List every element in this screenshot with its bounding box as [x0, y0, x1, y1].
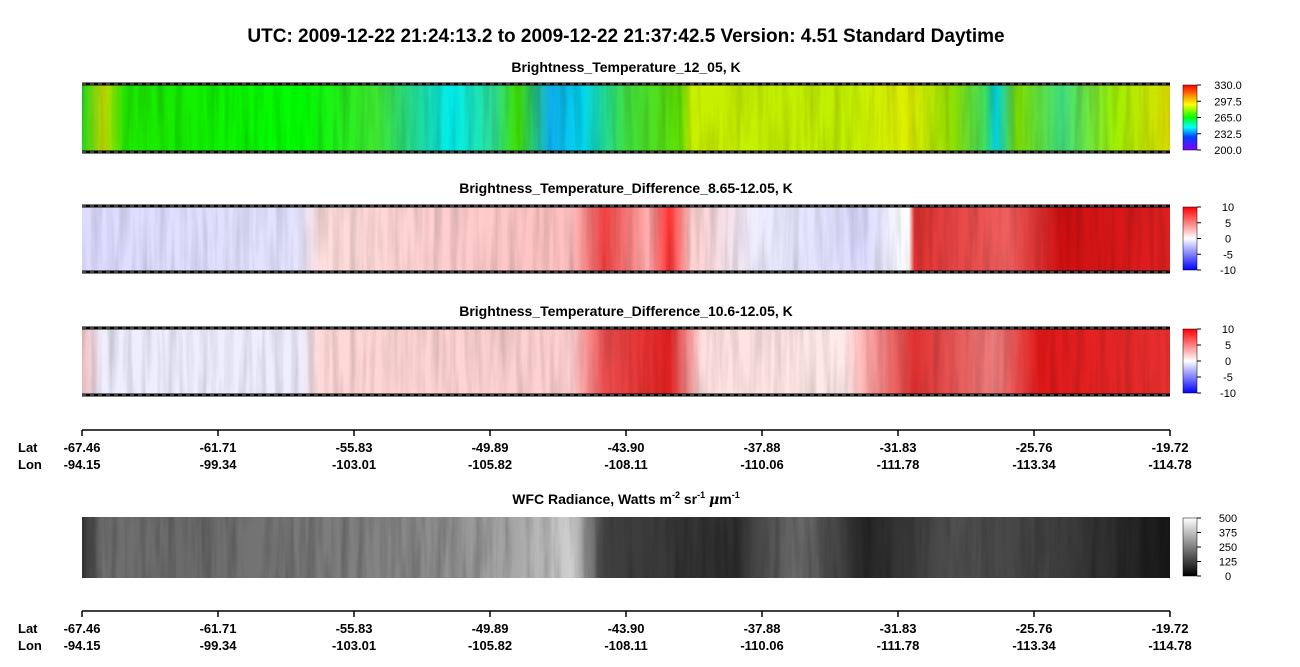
title-part: WFC Radiance, Watts m [512, 491, 672, 507]
lon-tick-label: -110.06 [740, 638, 783, 653]
colorbar-label: 265.0 [1214, 113, 1242, 125]
image-texture [82, 206, 1170, 272]
lon-tick-label: -99.34 [200, 457, 238, 472]
colorbar-label: -5 [1223, 249, 1233, 261]
lon-tick-label: -99.34 [200, 638, 238, 653]
lon-tick-label: -110.06 [740, 457, 783, 472]
lon-label: Lon [18, 638, 42, 653]
lat-tick-label: -25.76 [1016, 440, 1053, 455]
lat-tick-label: -31.83 [880, 621, 917, 636]
colorbar [1182, 206, 1198, 271]
colorbar-label: 125 [1219, 557, 1237, 569]
lat-tick-label: -43.90 [608, 440, 645, 455]
title-part: sr [680, 491, 698, 507]
lat-label: Lat [18, 621, 38, 636]
lat-tick-label: -67.46 [64, 440, 101, 455]
image-texture [82, 517, 1170, 578]
colorbar-label: 5 [1225, 218, 1231, 230]
lon-label: Lon [18, 457, 42, 472]
lon-tick-label: -105.82 [468, 457, 512, 472]
colorbar-label: 0 [1225, 356, 1231, 368]
colorbar-label: 5 [1225, 340, 1231, 352]
panel-title: Brightness_Temperature_Difference_10.6-1… [459, 303, 793, 319]
title-part: -1 [697, 490, 705, 500]
title-part: μ [709, 492, 719, 508]
panel-title: WFC Radiance, Watts m-2 sr-1 μm-1 [512, 490, 740, 508]
lat-tick-label: -43.90 [608, 621, 645, 636]
colorbar-label: 330.0 [1214, 80, 1242, 92]
lat-tick-label: -31.83 [880, 440, 917, 455]
lon-tick-label: -94.15 [64, 457, 101, 472]
lat-tick-label: -25.76 [1016, 621, 1053, 636]
lon-tick-label: -113.34 [1012, 457, 1056, 472]
lat-label: Lat [18, 440, 38, 455]
lat-tick-label: -19.72 [1152, 621, 1189, 636]
lon-tick-label: -113.34 [1012, 638, 1056, 653]
lat-tick-label: -49.89 [472, 440, 509, 455]
lat-tick-label: -37.88 [744, 621, 781, 636]
lon-tick-label: -103.01 [332, 457, 376, 472]
lon-tick-label: -108.11 [604, 638, 647, 653]
lon-tick-label: -108.11 [604, 457, 647, 472]
colorbar-label: 10 [1222, 324, 1234, 336]
lon-tick-label: -114.78 [1148, 457, 1191, 472]
panel-title: Brightness_Temperature_12_05, K [511, 59, 740, 75]
colorbar-label: 232.5 [1214, 129, 1242, 141]
lat-tick-label: -61.71 [200, 621, 237, 636]
colorbar-label: -5 [1223, 372, 1233, 384]
title-part: -2 [672, 490, 680, 500]
colorbar [1182, 517, 1198, 577]
colorbar-label: 297.5 [1214, 96, 1242, 108]
lon-tick-label: -114.78 [1148, 638, 1191, 653]
colorbar-label: 10 [1222, 202, 1234, 214]
colorbar [1182, 84, 1198, 151]
lon-tick-label: -103.01 [332, 638, 376, 653]
image-texture [82, 84, 1170, 152]
lat-tick-label: -19.72 [1152, 440, 1189, 455]
colorbar-label: 0 [1225, 234, 1231, 246]
lat-tick-label: -67.46 [64, 621, 101, 636]
lon-tick-label: -111.78 [877, 638, 920, 653]
colorbar-label: 250 [1219, 542, 1237, 554]
colorbar-label: 200.0 [1214, 145, 1242, 157]
lon-tick-label: -94.15 [64, 638, 101, 653]
colorbar-label: 0 [1225, 571, 1231, 583]
colorbar-label: 375 [1219, 528, 1237, 540]
lat-tick-label: -61.71 [200, 440, 237, 455]
title-part: -1 [732, 490, 740, 500]
title-part: m [719, 491, 731, 507]
colorbar-label: -10 [1220, 388, 1236, 400]
colorbar-label: 500 [1219, 513, 1237, 525]
lat-tick-label: -55.83 [336, 440, 373, 455]
image-texture [82, 328, 1170, 395]
lon-tick-label: -111.78 [877, 457, 920, 472]
lat-tick-label: -37.88 [744, 440, 781, 455]
lat-tick-label: -49.89 [472, 621, 509, 636]
lat-tick-label: -55.83 [336, 621, 373, 636]
colorbar [1182, 328, 1198, 394]
panel-title: Brightness_Temperature_Difference_8.65-1… [459, 180, 793, 196]
lon-tick-label: -105.82 [468, 638, 512, 653]
page-title: UTC: 2009-12-22 21:24:13.2 to 2009-12-22… [247, 26, 1004, 47]
colorbar-label: -10 [1220, 265, 1236, 277]
